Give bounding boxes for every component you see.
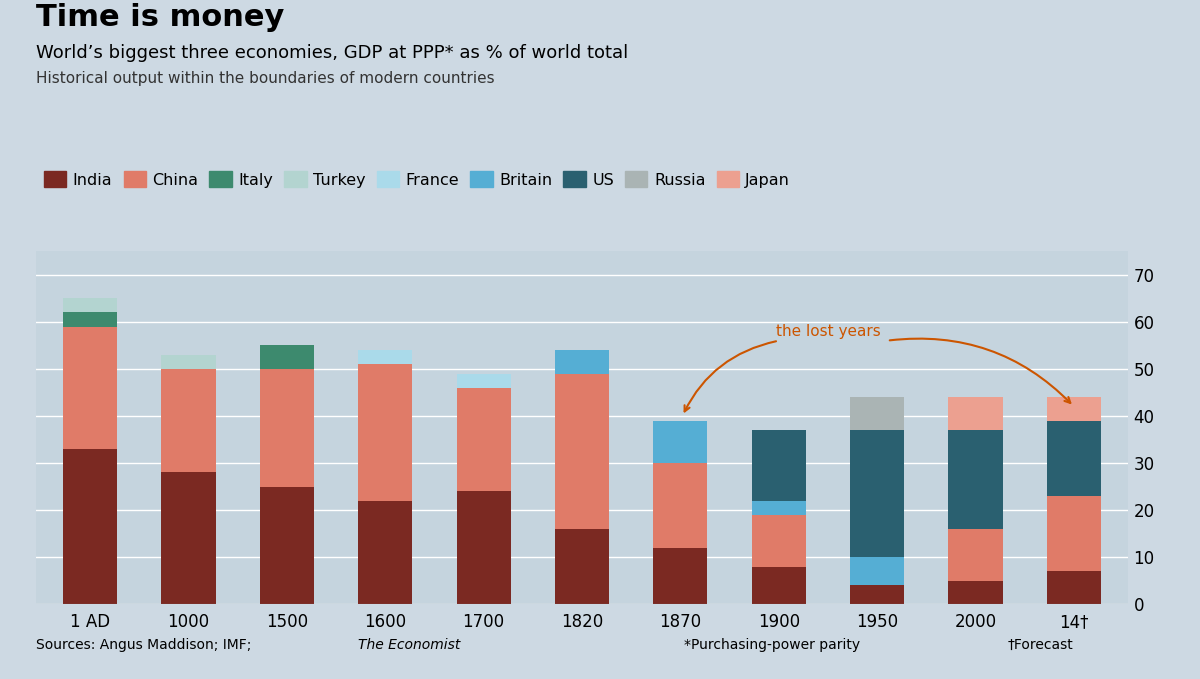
Bar	[260, 369, 314, 487]
Text: †Forecast: †Forecast	[1008, 638, 1074, 652]
Bar	[751, 515, 806, 567]
Text: *Purchasing-power parity: *Purchasing-power parity	[684, 638, 860, 652]
Bar	[948, 529, 1002, 581]
Text: World’s biggest three economies, GDP at PPP* as % of world total: World’s biggest three economies, GDP at …	[36, 44, 629, 62]
Bar	[456, 373, 511, 388]
Bar	[456, 388, 511, 492]
Bar	[850, 430, 904, 557]
Bar	[554, 373, 610, 529]
Legend: India, China, Italy, Turkey, France, Britain, US, Russia, Japan: India, China, Italy, Turkey, France, Bri…	[44, 171, 790, 187]
Bar	[554, 350, 610, 373]
Bar	[751, 567, 806, 604]
Bar	[948, 581, 1002, 604]
Bar	[948, 430, 1002, 529]
Bar	[162, 369, 216, 473]
Bar	[653, 421, 708, 463]
Bar	[64, 298, 118, 312]
Bar	[162, 355, 216, 369]
Bar	[850, 397, 904, 430]
Bar	[751, 500, 806, 515]
Bar	[1046, 397, 1100, 421]
Bar	[948, 397, 1002, 430]
Bar	[751, 430, 806, 500]
Bar	[456, 492, 511, 604]
Bar	[64, 327, 118, 449]
Text: the lost years: the lost years	[775, 324, 881, 339]
Bar	[850, 557, 904, 585]
Text: Sources: Angus Maddison; IMF;: Sources: Angus Maddison; IMF;	[36, 638, 256, 652]
Bar	[850, 585, 904, 604]
Bar	[260, 346, 314, 369]
Bar	[358, 500, 413, 604]
Text: Time is money: Time is money	[36, 3, 284, 33]
Bar	[358, 350, 413, 364]
Text: Historical output within the boundaries of modern countries: Historical output within the boundaries …	[36, 71, 494, 86]
Bar	[162, 473, 216, 604]
Bar	[260, 487, 314, 604]
Bar	[64, 449, 118, 604]
Text: The Economist: The Economist	[358, 638, 460, 652]
Bar	[653, 548, 708, 604]
Bar	[1046, 571, 1100, 604]
Bar	[1046, 496, 1100, 571]
Bar	[653, 463, 708, 548]
Bar	[1046, 421, 1100, 496]
Bar	[64, 312, 118, 327]
Bar	[554, 529, 610, 604]
Bar	[358, 364, 413, 500]
